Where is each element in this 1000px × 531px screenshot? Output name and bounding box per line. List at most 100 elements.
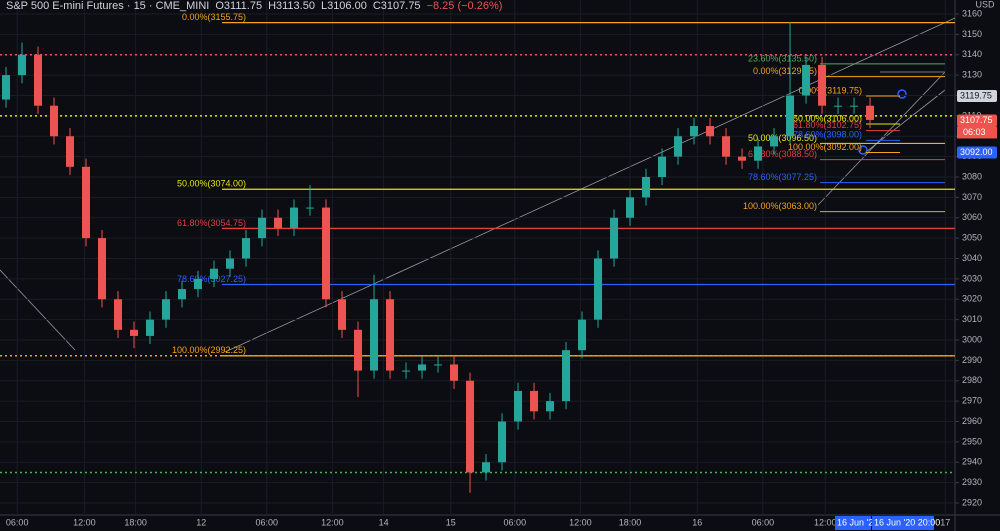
candle-body: [850, 105, 859, 107]
currency-label: USD: [975, 0, 995, 9]
y-tick-label: 2990: [962, 355, 982, 365]
time-tag: [835, 516, 871, 530]
candle-body: [706, 126, 715, 137]
fib-label: 50.00%(3106.00): [793, 113, 862, 123]
countdown: 06:03: [963, 127, 986, 137]
candle-body: [546, 401, 555, 412]
time-tag: [872, 516, 934, 530]
candle-body: [418, 364, 427, 371]
x-tick-label: 12:00: [814, 517, 837, 527]
ohlc-open: O3111.75: [215, 0, 263, 12]
ohlc-close: C3107.75: [372, 0, 421, 12]
fib-label: 0.00%(3119.75): [799, 85, 862, 95]
price-tag: [957, 90, 997, 103]
x-tick-label: 06:00: [6, 517, 29, 527]
price-tag-label: 3092.00: [960, 147, 993, 157]
x-tick-label: 06:00: [256, 517, 279, 527]
candle-body: [594, 258, 603, 320]
trend-line[interactable]: [224, 17, 956, 353]
candle-body: [146, 319, 155, 336]
candle-body: [498, 421, 507, 463]
candle-body: [226, 258, 235, 269]
candle-body: [290, 207, 299, 228]
y-tick-label: 2970: [962, 396, 982, 406]
drawing-handle[interactable]: [897, 89, 907, 99]
candle-body: [722, 136, 731, 157]
candle-body: [322, 207, 331, 300]
y-tick-label: 3010: [962, 314, 982, 324]
x-tick-label: 06:00: [752, 517, 775, 527]
y-tick-label: 3040: [962, 253, 982, 263]
candle-body: [98, 238, 107, 300]
y-tick-label: 2930: [962, 477, 982, 487]
time-tag-label: 16 Jun '20: [837, 517, 878, 527]
trend-line[interactable]: [0, 269, 76, 351]
candle-body: [306, 207, 315, 209]
x-tick-label: 12:00: [569, 517, 592, 527]
y-tick-label: 3060: [962, 212, 982, 222]
drawing-handle[interactable]: [858, 145, 868, 155]
candle-body: [66, 136, 75, 167]
candle-body: [578, 319, 587, 351]
fib-label: 78.60%(3098.00): [793, 130, 862, 140]
channel-line[interactable]: [865, 89, 946, 153]
candle-body: [802, 64, 811, 96]
y-tick-label: 2950: [962, 436, 982, 446]
candle-body: [754, 146, 763, 161]
candle-body: [434, 364, 443, 366]
fib-label: 50.00%(3074.00): [177, 179, 246, 189]
candle-body: [610, 217, 619, 259]
time-tag-label: 16 Jun '20 20:00: [874, 517, 940, 527]
candle-body: [674, 136, 683, 157]
candle-body: [210, 268, 219, 279]
candle-body: [530, 390, 539, 412]
candle-body: [114, 299, 123, 330]
candle-body: [690, 126, 699, 137]
ohlc-change: −8.25 (−0.26%): [426, 0, 503, 12]
overlays: 0.00%(3155.75) 50.00%(3074.00) 61.80%(3054…: [0, 12, 955, 474]
x-tick-label: 18:00: [619, 517, 642, 527]
candle-body: [34, 54, 43, 106]
y-tick-label: 3070: [962, 192, 982, 202]
candle-body: [514, 390, 523, 422]
candle-body: [338, 299, 347, 330]
fib-label: 100.00%(3063.00): [743, 201, 817, 211]
candle-body: [562, 350, 571, 402]
candle-body: [258, 217, 267, 239]
x-tick-label: 14: [379, 517, 389, 527]
x-tick-label: 12:00: [321, 517, 344, 527]
ohlc-high: H3113.50: [268, 0, 315, 12]
candle-body: [130, 329, 139, 336]
y-tick-label: 2980: [962, 375, 982, 385]
fib-label: 61.80%(3054.75): [177, 218, 246, 228]
candle-body: [18, 54, 27, 76]
grid: [0, 0, 955, 515]
candle-body: [642, 177, 651, 198]
candle-body: [626, 197, 635, 218]
candle-body: [162, 299, 171, 320]
y-tick-label: 3130: [962, 70, 982, 80]
price-tag: [957, 114, 997, 127]
symbol-title[interactable]: S&P 500 E-mini Futures · 15 · CME_MINI: [6, 0, 210, 12]
legend-header: S&P 500 E-mini Futures · 15 · CME_MINI O3…: [6, 0, 508, 12]
fib-label: 61.80%(3088.50): [748, 149, 817, 159]
x-tick-label: 17: [940, 517, 950, 527]
y-tick-label: 3080: [962, 171, 982, 181]
y-tick-label: 3150: [962, 29, 982, 39]
fib-label: 100.00%(2992.25): [172, 345, 246, 355]
x-tick-label: 18:00: [124, 517, 147, 527]
countdown-tag: [957, 126, 997, 139]
fib-label: 0.00%(3155.75): [182, 12, 246, 22]
candle-body: [770, 136, 779, 147]
y-tick-label: 2920: [962, 497, 982, 507]
price-tag: [957, 146, 997, 159]
candle-body: [194, 278, 203, 290]
candle-body: [818, 64, 827, 106]
fib-label: 50.00%(3096.50): [748, 133, 817, 143]
y-tick-label: 3000: [962, 334, 982, 344]
y-tick-label: 3160: [962, 8, 982, 18]
fib-label: 78.60%(3077.25): [748, 172, 817, 182]
fib-label: 61.80%(3102.75): [793, 120, 862, 130]
candle-body: [178, 289, 187, 300]
